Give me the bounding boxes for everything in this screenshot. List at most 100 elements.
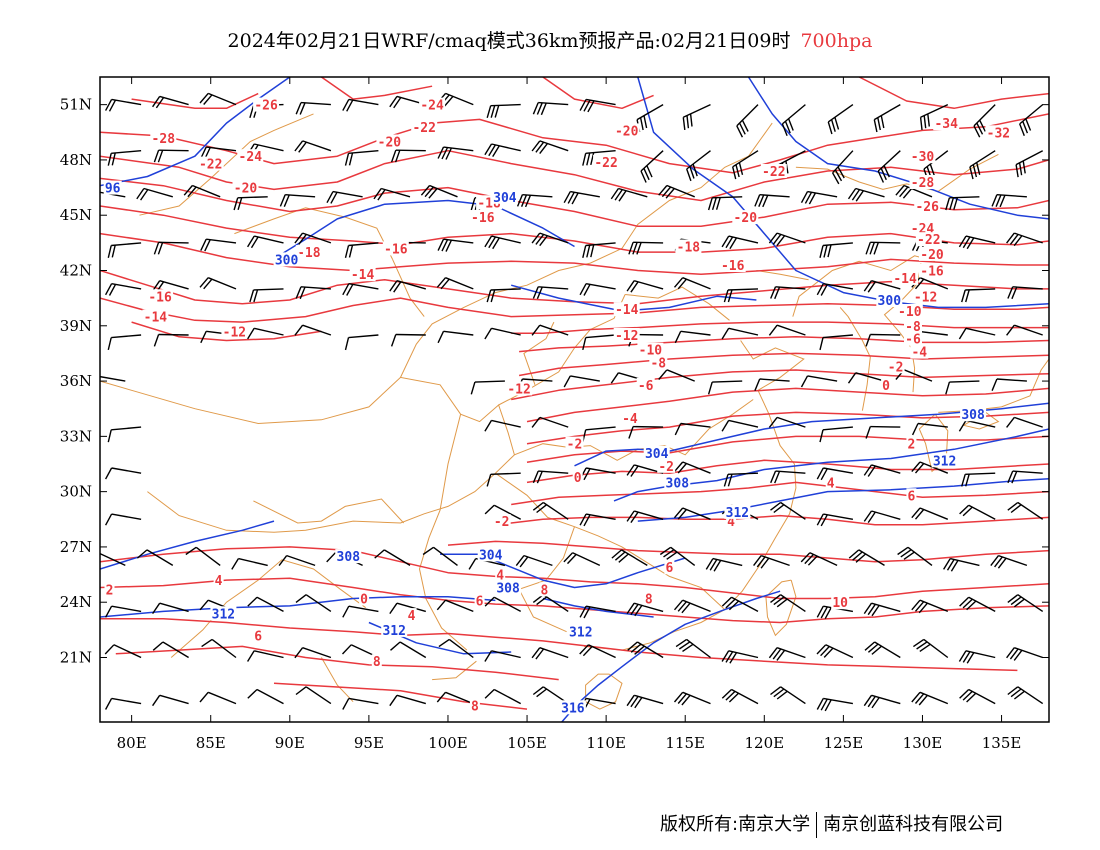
temperature-contours bbox=[100, 77, 1049, 710]
temperature-label: -2 bbox=[658, 460, 674, 475]
wind-barb bbox=[945, 380, 980, 395]
wind-barb bbox=[707, 380, 743, 395]
lat-tick-label: 42N bbox=[60, 262, 92, 280]
wind-barb bbox=[279, 194, 316, 207]
temperature-label-bg bbox=[419, 97, 446, 112]
temperature-label: -22 bbox=[917, 233, 940, 248]
wind-barb bbox=[1007, 594, 1044, 612]
temperature-label: -4 bbox=[911, 346, 927, 361]
temperature-label: -12 bbox=[615, 329, 638, 344]
height-label-bg bbox=[381, 622, 408, 637]
wind-barb bbox=[611, 549, 648, 567]
isotherm-line bbox=[511, 321, 1049, 334]
temperature-label: -16 bbox=[471, 211, 495, 226]
temperature-label: -16 bbox=[721, 259, 745, 274]
wind-barb bbox=[768, 324, 806, 336]
height-contour-line bbox=[613, 428, 1049, 502]
lon-tick-label: 115E bbox=[665, 734, 705, 752]
wind-barb bbox=[531, 416, 569, 428]
wind-barb bbox=[531, 232, 569, 247]
wind-barb bbox=[919, 103, 949, 130]
temperature-label-bg bbox=[732, 210, 759, 225]
temperature-label-bg bbox=[904, 318, 922, 333]
wind-barb bbox=[863, 464, 901, 477]
height-label: 96 bbox=[105, 182, 121, 197]
wind-barb bbox=[686, 150, 711, 182]
temperature-label-bg bbox=[253, 97, 280, 112]
longitude-axis: 80E 85E 90E 95E 100E 105E 110E 115E 120E 125E 130E… bbox=[117, 77, 1021, 752]
wind-barb bbox=[877, 150, 901, 183]
boundary-line bbox=[392, 259, 425, 317]
temperature-label-bg bbox=[469, 698, 480, 713]
temperature-label: -20 bbox=[734, 211, 758, 226]
temperature-label-bg bbox=[539, 582, 550, 597]
height-contour-line bbox=[542, 597, 654, 618]
wind-barb bbox=[673, 599, 711, 614]
wind-barb bbox=[848, 549, 885, 566]
temperature-label: 8 bbox=[471, 699, 479, 714]
temperature-label-bg bbox=[197, 156, 224, 171]
temperature-label-bg bbox=[495, 567, 506, 582]
temperature-label-bg bbox=[910, 344, 929, 359]
temperature-label-bg bbox=[906, 488, 917, 503]
wind-barb bbox=[579, 644, 616, 659]
wind-barb bbox=[484, 688, 522, 705]
boundary-line bbox=[583, 340, 805, 651]
temperature-label-bg bbox=[892, 270, 919, 285]
temperature-label-bg bbox=[726, 514, 737, 529]
copyright-left: 版权所有:南京大学 bbox=[660, 814, 811, 835]
wind-barb bbox=[1006, 232, 1043, 247]
wind-barb bbox=[136, 549, 174, 567]
wind-barb bbox=[582, 150, 616, 166]
lon-tick-label: 85E bbox=[196, 734, 226, 752]
wind-barb bbox=[531, 140, 569, 155]
temperature-label: -8 bbox=[905, 320, 921, 335]
boundary-line bbox=[839, 307, 871, 411]
wind-barb bbox=[579, 605, 616, 619]
temperature-label-bg bbox=[886, 359, 905, 374]
temperature-label-bg bbox=[572, 469, 583, 484]
wind-barb bbox=[104, 98, 142, 112]
wind-barb bbox=[532, 501, 569, 520]
wind-barb bbox=[579, 98, 616, 113]
wind-barb bbox=[958, 650, 996, 664]
lon-tick-label: 95E bbox=[354, 734, 384, 752]
wind-barb bbox=[958, 327, 996, 340]
wind-barb bbox=[969, 150, 996, 180]
wind-barb bbox=[104, 467, 142, 480]
wind-barb bbox=[152, 95, 189, 109]
temperature-label: -16 bbox=[920, 265, 944, 280]
temperature-label: -22 bbox=[199, 158, 222, 173]
temperature-label-bg bbox=[664, 560, 675, 575]
temperature-label: -18 bbox=[677, 241, 701, 256]
temperature-label: -34 bbox=[934, 117, 958, 132]
wind-barb bbox=[705, 557, 743, 572]
temperature-label-bg bbox=[906, 436, 917, 451]
height-label-bg bbox=[477, 547, 504, 562]
latitude-axis: 21N 24N 27N 30N 33N 36N 39N 42N 45N 48N 51N bbox=[60, 96, 1049, 667]
boundary-line bbox=[320, 657, 354, 703]
wind-barb bbox=[389, 602, 426, 614]
wind-barb bbox=[342, 697, 379, 710]
height-label: 300 bbox=[275, 253, 299, 268]
temperature-label: -14 bbox=[615, 303, 639, 318]
boundary-line bbox=[523, 321, 555, 385]
temperature-label: -10 bbox=[898, 305, 922, 320]
wind-barb bbox=[100, 552, 126, 567]
height-label-bg bbox=[724, 504, 751, 519]
wind-barb bbox=[104, 644, 142, 659]
wind-barb bbox=[628, 425, 664, 439]
height-label-bg bbox=[335, 549, 362, 564]
temperature-label: -28 bbox=[152, 132, 176, 147]
temperature-label: -14 bbox=[893, 272, 917, 287]
isotherm-line bbox=[511, 369, 1049, 401]
map-frame bbox=[99, 76, 1050, 723]
wind-barb bbox=[865, 425, 901, 439]
temperature-label-bg bbox=[474, 593, 485, 608]
lon-tick-label: 100E bbox=[428, 734, 468, 752]
temperature-label: -20 bbox=[234, 182, 258, 197]
wind-barb bbox=[582, 334, 616, 351]
wind-barb bbox=[104, 697, 142, 710]
wind-barb bbox=[153, 149, 189, 163]
